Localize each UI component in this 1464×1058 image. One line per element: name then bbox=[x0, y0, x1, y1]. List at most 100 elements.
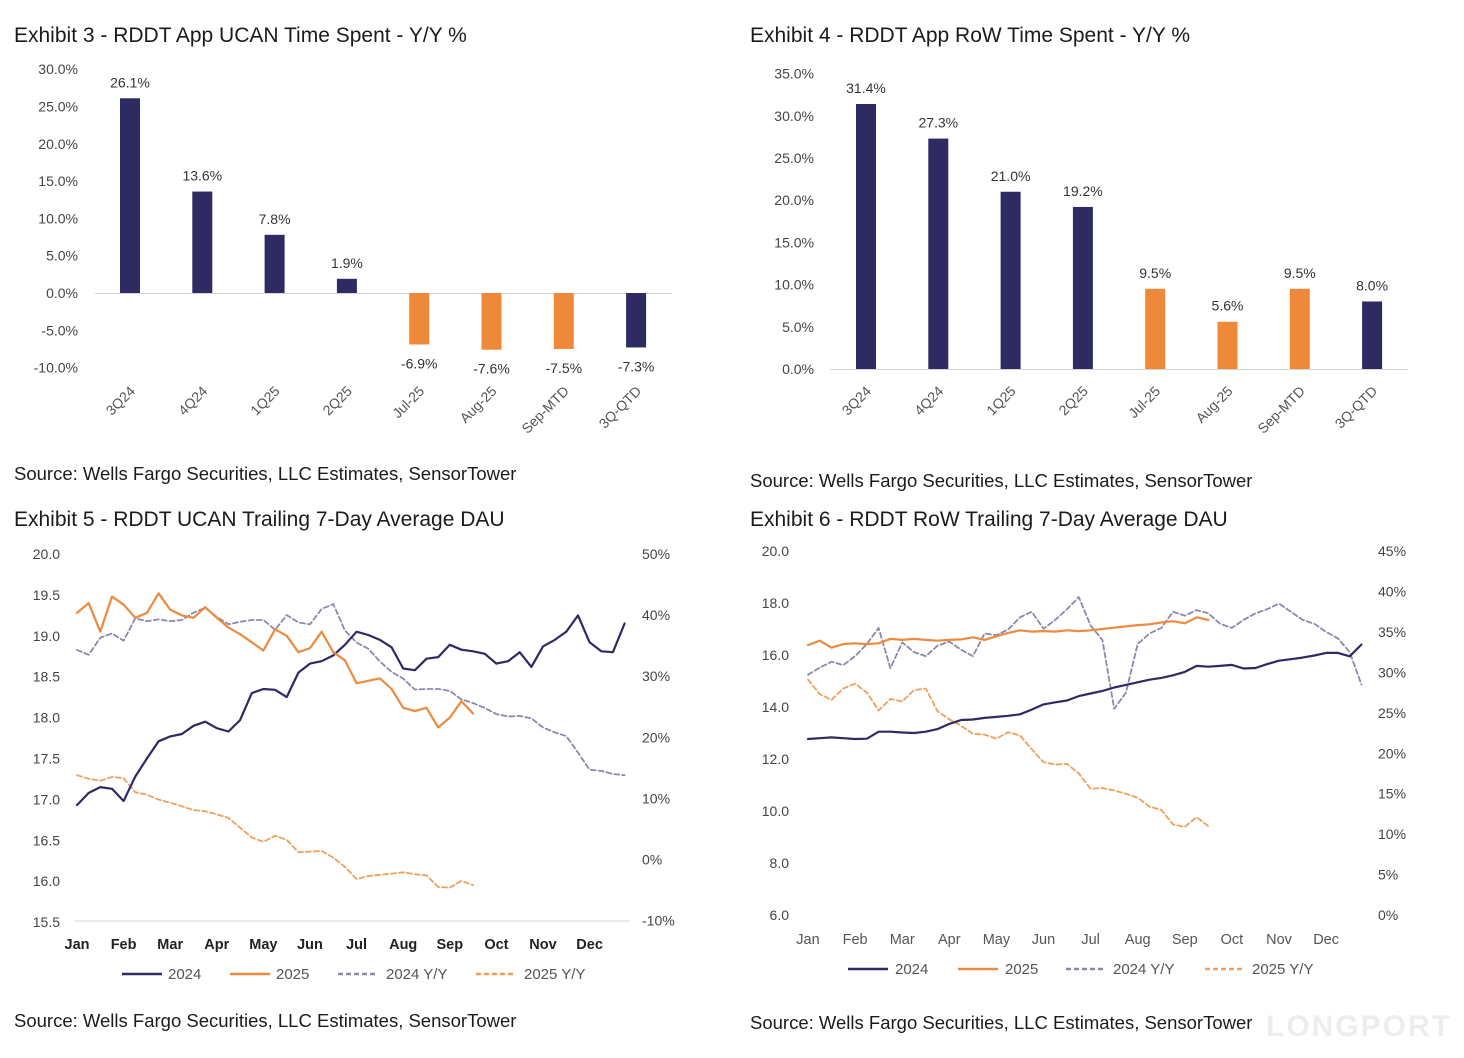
y-tick-label: 0.0% bbox=[782, 361, 814, 377]
x-tick-label-nov: Nov bbox=[529, 937, 556, 953]
x-tick-label-3q-qtd: 3Q-QTD bbox=[596, 383, 645, 432]
x-tick-label-4q24: 4Q24 bbox=[175, 383, 211, 419]
x-tick-label-mar: Mar bbox=[157, 937, 183, 953]
bar-4q24 bbox=[192, 191, 213, 293]
exhibit-4-chart: 0.0% 5.0% 10.0% 15.0% 20.0% 25.0% 30.0% 35.0% 31… bbox=[774, 66, 1408, 436]
x-tick-label-jul-25: Jul-25 bbox=[389, 383, 427, 421]
data-label-4q24: 13.6% bbox=[182, 168, 222, 184]
legend-label-2024: 2024 bbox=[895, 961, 928, 978]
data-label-1q25: 7.8% bbox=[259, 211, 291, 227]
right-y-tick-label: 15% bbox=[1378, 786, 1406, 802]
x-tick-label-2q25: 2Q25 bbox=[1055, 383, 1091, 419]
data-label-sep-mtd: -7.5% bbox=[546, 360, 583, 376]
right-y-tick-label: 20% bbox=[642, 729, 670, 745]
exhibit-6-title: Exhibit 6 - RDDT RoW Trailing 7-Day Aver… bbox=[750, 508, 1228, 531]
series-line-2024 bbox=[75, 614, 626, 807]
left-y-tick-label: 18.0 bbox=[33, 710, 60, 726]
bar-aug-25 bbox=[1217, 321, 1238, 369]
series-line-2024-y-y bbox=[807, 596, 1363, 710]
data-label-3q-qtd: 8.0% bbox=[1356, 277, 1388, 293]
data-label-2q25: 1.9% bbox=[331, 255, 363, 271]
right-y-tick-label: 40% bbox=[1378, 583, 1406, 599]
y-tick-label: 5.0% bbox=[782, 319, 814, 335]
series-line-2025 bbox=[75, 592, 475, 729]
x-tick-label-jul: Jul bbox=[1081, 932, 1100, 948]
data-label-2q25: 19.2% bbox=[1063, 183, 1103, 199]
x-tick-label-mar: Mar bbox=[890, 932, 915, 948]
x-tick-label-jan: Jan bbox=[796, 932, 819, 948]
x-tick-label-feb: Feb bbox=[843, 932, 868, 948]
x-tick-label-aug: Aug bbox=[389, 937, 417, 953]
longport-watermark: LONGPORT bbox=[1266, 1010, 1452, 1043]
bar-2q25 bbox=[1072, 206, 1093, 369]
left-y-tick-label: 18.5 bbox=[33, 669, 60, 685]
y-tick-label: 30.0% bbox=[774, 108, 814, 124]
exhibit-3-title: Exhibit 3 - RDDT App UCAN Time Spent - Y… bbox=[14, 24, 467, 47]
x-tick-label-may: May bbox=[983, 932, 1011, 948]
exhibit-5-source: Source: Wells Fargo Securities, LLC Esti… bbox=[14, 1010, 516, 1031]
x-tick-label-aug-25: Aug-25 bbox=[1192, 383, 1235, 426]
x-tick-label-sep-mtd: Sep-MTD bbox=[518, 383, 572, 437]
exhibit-4-source: Source: Wells Fargo Securities, LLC Esti… bbox=[750, 470, 1252, 491]
right-y-tick-label: 10% bbox=[1378, 826, 1406, 842]
x-tick-label-dec: Dec bbox=[576, 937, 603, 953]
x-tick-label-jun: Jun bbox=[1032, 932, 1055, 948]
data-label-3q24: 26.1% bbox=[110, 74, 150, 90]
exhibit-5-chart: 15.5 16.0 16.5 17.0 17.5 18.0 18.5 19.0 19.5 20.0… bbox=[33, 546, 675, 983]
x-tick-label-1q25: 1Q25 bbox=[983, 383, 1019, 419]
left-y-tick-label: 19.5 bbox=[33, 587, 60, 603]
exhibit-3-chart: -10.0% -5.0% 0.0% 5.0% 10.0% 15.0% 20.0% 25.0% 3… bbox=[34, 61, 672, 436]
x-tick-label-sep: Sep bbox=[437, 937, 464, 953]
y-tick-label: 20.0% bbox=[774, 192, 814, 208]
series-line-2025-y-y bbox=[807, 678, 1210, 828]
data-label-1q25: 21.0% bbox=[991, 168, 1031, 184]
left-y-tick-label: 20.0 bbox=[33, 546, 60, 562]
x-tick-label-apr: Apr bbox=[938, 932, 961, 948]
exhibit-3-source: Source: Wells Fargo Securities, LLC Esti… bbox=[14, 463, 516, 484]
data-label-aug-25: 5.6% bbox=[1212, 298, 1244, 314]
data-label-4q24: 27.3% bbox=[918, 115, 958, 131]
x-tick-label-apr: Apr bbox=[204, 937, 229, 953]
left-y-tick-label: 16.0 bbox=[33, 873, 60, 889]
right-y-tick-label: 30% bbox=[642, 668, 670, 684]
series-line-2025-y-y bbox=[76, 774, 475, 889]
right-y-tick-label: 20% bbox=[1378, 745, 1406, 761]
right-y-tick-label: 0% bbox=[642, 852, 662, 868]
right-y-tick-label: 0% bbox=[1378, 907, 1398, 923]
y-tick-label: 10.0% bbox=[774, 277, 814, 293]
legend-label-2024-y-y: 2024 Y/Y bbox=[1113, 961, 1174, 978]
left-y-tick-label: 17.0 bbox=[33, 791, 60, 807]
right-y-tick-label: 50% bbox=[642, 546, 670, 562]
x-tick-label-3q24: 3Q24 bbox=[103, 383, 139, 419]
left-y-tick-label: 16.5 bbox=[33, 832, 60, 848]
x-tick-label-oct: Oct bbox=[1221, 932, 1244, 948]
y-tick-label: 15.0% bbox=[38, 173, 78, 189]
legend-label-2024-y-y: 2024 Y/Y bbox=[386, 966, 447, 983]
x-tick-label-nov: Nov bbox=[1266, 932, 1293, 948]
legend-label-2025: 2025 bbox=[276, 966, 309, 983]
bar-3q24 bbox=[856, 103, 876, 369]
data-label-sep-mtd: 9.5% bbox=[1284, 265, 1316, 281]
bar-jul-25 bbox=[1145, 288, 1166, 369]
right-y-tick-label: 25% bbox=[1378, 705, 1406, 721]
series-line-2024 bbox=[806, 643, 1363, 741]
bar-jul-25 bbox=[409, 293, 430, 345]
series-line-2024-y-y bbox=[76, 603, 626, 777]
data-label-3q-qtd: -7.3% bbox=[618, 358, 655, 374]
x-tick-label-aug-25: Aug-25 bbox=[456, 383, 499, 426]
y-tick-label: 30.0% bbox=[38, 61, 78, 77]
x-tick-label-jun: Jun bbox=[297, 937, 323, 953]
x-tick-label-oct: Oct bbox=[484, 937, 508, 953]
right-y-tick-label: 10% bbox=[642, 790, 670, 806]
bar-3q24 bbox=[120, 98, 140, 293]
left-y-tick-label: 15.5 bbox=[33, 914, 60, 930]
right-y-tick-label: 45% bbox=[1378, 543, 1406, 559]
data-label-3q24: 31.4% bbox=[846, 80, 886, 96]
right-y-tick-label: 35% bbox=[1378, 624, 1406, 640]
x-tick-label-4q24: 4Q24 bbox=[911, 383, 947, 419]
right-y-tick-label: 40% bbox=[642, 607, 670, 623]
bar-sep-mtd bbox=[553, 293, 574, 349]
left-y-tick-label: 10.0 bbox=[762, 803, 789, 819]
left-y-tick-label: 16.0 bbox=[762, 647, 789, 663]
